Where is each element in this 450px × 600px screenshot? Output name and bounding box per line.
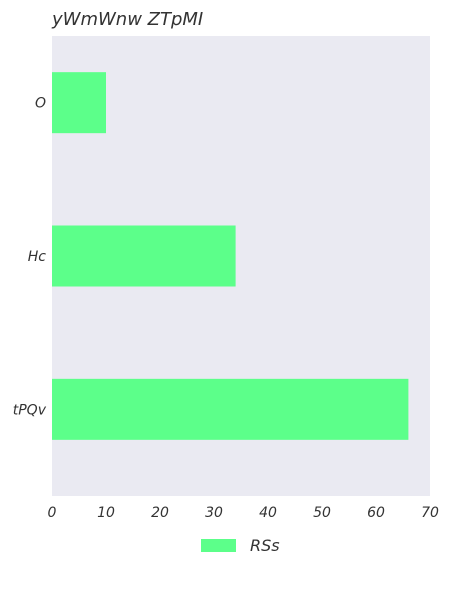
- x-tick-label-70: 70: [421, 505, 439, 521]
- y-tick-label-tPQv: tPQv: [13, 402, 47, 418]
- x-tick-label-0: 0: [48, 505, 57, 521]
- legend: RSs: [201, 536, 280, 555]
- bars-layer: [52, 72, 409, 440]
- x-tick-label-40: 40: [259, 505, 277, 521]
- bar-Hc: [52, 225, 236, 287]
- bar-O: [52, 72, 106, 134]
- y-tick-label-O: O: [35, 96, 46, 112]
- x-tick-label-20: 20: [151, 505, 169, 521]
- x-tick-label-50: 50: [313, 505, 331, 521]
- x-tick-label-60: 60: [367, 505, 385, 521]
- legend-label: RSs: [250, 536, 280, 555]
- y-axis-tick-labels: O Hc tPQv: [13, 96, 47, 419]
- y-tick-label-Hc: Hc: [28, 249, 47, 265]
- legend-swatch: [201, 539, 236, 552]
- x-axis-tick-labels: 0 10 20 30 40 50 60 70: [48, 505, 439, 521]
- x-tick-label-10: 10: [97, 505, 115, 521]
- x-tick-label-30: 30: [205, 505, 223, 521]
- chart-title: yWmWnw ZTpMI: [51, 9, 203, 30]
- bar-tPQv: [52, 378, 409, 440]
